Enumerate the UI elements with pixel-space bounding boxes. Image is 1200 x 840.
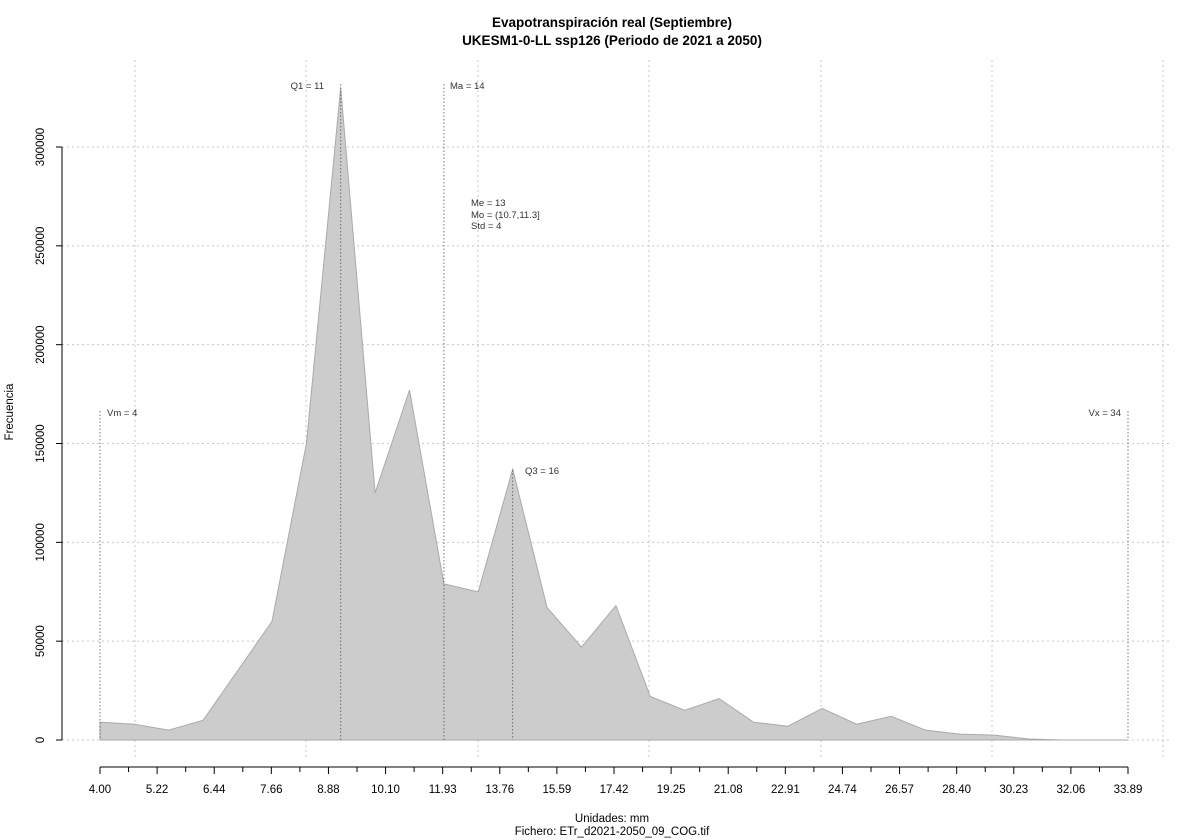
annotation-me: Me = 13 [471,198,506,209]
annotation-ma: Ma = 14 [450,81,485,92]
x-tick-label: 33.89 [1114,784,1143,796]
y-tick-label: 50000 [35,625,47,657]
y-tick-label: 0 [35,737,47,743]
y-tick-label: 250000 [35,227,47,265]
annotation-vm: Vm = 4 [107,408,137,419]
x-tick-label: 19.25 [657,784,686,796]
file-footer: Fichero: ETr_d2021-2050_09_COG.tif [515,826,710,838]
annotation-vx: Vx = 34 [1089,408,1121,419]
y-axis-label: Frecuencia [4,383,16,440]
annotation-q1: Q1 = 11 [291,81,324,92]
frequency-area [99,87,1128,741]
x-tick-label: 13.76 [485,784,514,796]
plot-area [99,87,1128,741]
grid [62,60,1170,760]
x-tick-label: 4.00 [89,784,111,796]
x-tick-label: 11.93 [429,784,457,796]
x-tick-label: 10.10 [371,784,400,796]
x-tick-label: 30.23 [999,784,1028,796]
x-axis-label: Unidades: mm [575,813,649,825]
x-tick-label: 7.66 [260,784,282,796]
annotation-q3: Q3 = 16 [525,466,559,477]
x-tick-label: 6.44 [203,784,226,796]
y-tick-label: 300000 [35,128,47,166]
x-tick-label: 15.59 [542,784,571,796]
y-tick-label: 100000 [35,523,47,561]
reference-lines [99,84,1129,740]
x-tick-label: 26.57 [885,784,914,796]
x-tick-label: 24.74 [828,784,857,796]
x-tick-label: 8.88 [317,784,339,796]
annotation-std: Std = 4 [471,221,501,232]
x-tick-label: 5.22 [146,784,168,796]
y-tick-label: 150000 [35,424,47,462]
chart-title: Evapotranspiración real (Septiembre) [492,15,732,30]
axes: 0 50000 100000 150000 200000 250000 300000 4.00… [35,128,1142,796]
chart-subtitle: UKESM1-0-LL ssp126 (Periodo de 2021 a 20… [462,33,762,48]
x-tick-label: 17.42 [600,784,629,796]
y-tick-label: 200000 [35,325,47,363]
x-tick-label: 28.40 [942,784,971,796]
x-tick-label: 22.91 [771,784,800,796]
x-tick-label: 21.08 [714,784,743,796]
annotation-mo: Mo = (10.7,11.3] [471,210,540,221]
x-tick-label: 32.06 [1056,784,1085,796]
